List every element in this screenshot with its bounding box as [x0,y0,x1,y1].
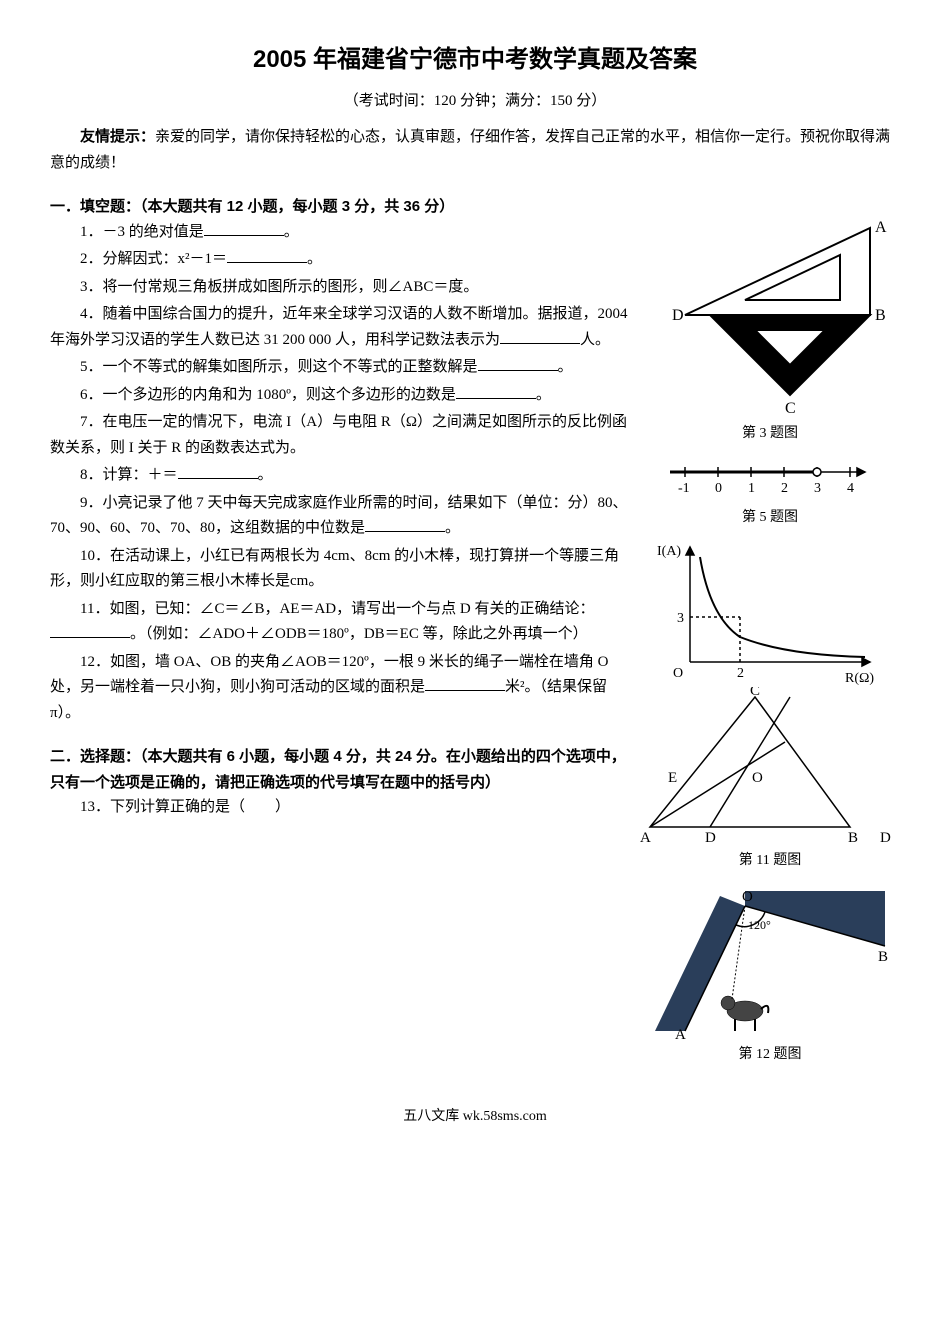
fig5-tick-1: 1 [748,481,755,496]
q7: 7．在电压一定的情况下，电流 I（A）与电阻 R（Ω）之间满足如图所示的反比例函… [50,410,630,461]
fig3-label-C: C [785,400,796,417]
fig11-label-C: C [750,687,760,699]
q11: 11．如图，已知：∠C＝∠B，AE＝AD，请写出一个与点 D 有关的正确结论：。… [50,597,630,648]
fig12-label-A: A [675,1027,686,1041]
fig3-label-B: B [875,307,886,324]
fig11-caption: 第 11 题图 [739,849,801,873]
q3: 3．将一付常规三角板拼成如图所示的图形，则∠ABC＝度。 [50,275,630,301]
fig5-tick-2: 2 [781,481,788,496]
fig11-label-A: A [640,830,651,846]
q5: 5．一个不等式的解集如图所示，则这个不等式的正整数解是。 [50,355,630,381]
fig7-xlabel: R(Ω) [845,671,874,686]
fig7-xtick: 2 [737,666,744,681]
blank [227,247,307,263]
hint-paragraph: 友情提示：亲爱的同学，请你保持轻松的心态，认真审题，仔细作答，发挥自己正常的水平… [50,124,900,176]
fig5-tick-0: 0 [715,481,722,496]
fig5-tick-n1: -1 [678,481,690,496]
fig12-label-B: B [878,949,888,965]
q13: 13．下列计算正确的是（ ） [50,795,630,821]
fig3-caption: 第 3 题图 [742,422,798,446]
fig12-svg: O B A 120° [650,881,890,1041]
q4: 4．随着中国综合国力的提升，近年来全球学习汉语的人数不断增加。据报道，2004 … [50,302,630,353]
fig7-ylabel: I(A) [657,544,681,559]
fig7-origin: O [673,666,683,681]
fig5-tick-4: 4 [847,481,854,496]
hint-label: 友情提示： [80,128,155,145]
fig5-tick-3: 3 [814,481,821,496]
section1-header: 一．填空题：（本大题共有 12 小题，每小题 3 分，共 36 分） [50,194,900,220]
fig11-svg: C A D B E O D [640,687,900,847]
q12: 12．如图，墙 OA、OB 的夹角∠AOB＝120º，一根 9 米长的绳子一端栓… [50,650,630,727]
fig5-svg: -1 0 1 2 3 4 [660,454,880,504]
fig7-svg: I(A) 3 2 O R(Ω) [655,537,885,687]
exam-info: （考试时间：120 分钟；满分：150 分） [50,89,900,115]
blank [365,516,445,532]
fig11-label-E: E [668,770,677,786]
fig12-caption: 第 12 题图 [739,1043,802,1067]
figures-column: A B D C 第 3 题图 -1 0 1 2 3 [640,220,900,1075]
fig11-label-O: O [752,770,763,786]
fig12-label-angle: 120° [748,918,771,932]
q8: 8．计算：＋＝。 [50,463,630,489]
footer: 五八文库 wk.58sms.com [50,1105,900,1129]
fig7-ytick: 3 [677,611,684,626]
fig3-svg: A B D C [650,220,890,420]
blank [178,463,258,479]
fig5-caption: 第 5 题图 [742,506,798,530]
q2: 2．分解因式：x²－1＝。 [50,247,630,273]
blank [204,220,284,236]
content-wrap: 1．－3 的绝对值是。 2．分解因式：x²－1＝。 3．将一付常规三角板拼成如图… [50,220,900,1075]
q10: 10．在活动课上，小红已有两根长为 4cm、8cm 的小木棒，现打算拼一个等腰三… [50,544,630,595]
fig12-label-O: O [742,889,753,905]
fig11-label-D: D [705,830,716,846]
blank [456,383,536,399]
blank [425,675,505,691]
q6: 6．一个多边形的内角和为 1080º，则这个多边形的边数是。 [50,383,630,409]
fig3-label-D: D [672,307,684,324]
q9: 9．小亮记录了他 7 天中每天完成家庭作业所需的时间，结果如下（单位：分）80、… [50,491,630,542]
fig3-label-A: A [875,220,887,236]
blank [478,355,558,371]
hint-text: 亲爱的同学，请你保持轻松的心态，认真审题，仔细作答，发挥自己正常的水平，相信你一… [50,129,890,171]
section2-header: 二．选择题：（本大题共有 6 小题，每小题 4 分，共 24 分。在小题给出的四… [50,744,630,795]
blank [500,328,580,344]
page-title: 2005 年福建省宁德市中考数学真题及答案 [50,40,900,81]
fig11-label-B: B [848,830,858,846]
q1: 1．－3 的绝对值是。 [50,220,630,246]
blank [50,622,130,638]
questions-column: 1．－3 的绝对值是。 2．分解因式：x²－1＝。 3．将一付常规三角板拼成如图… [50,220,640,823]
fig11-label-D2: D [880,830,891,846]
